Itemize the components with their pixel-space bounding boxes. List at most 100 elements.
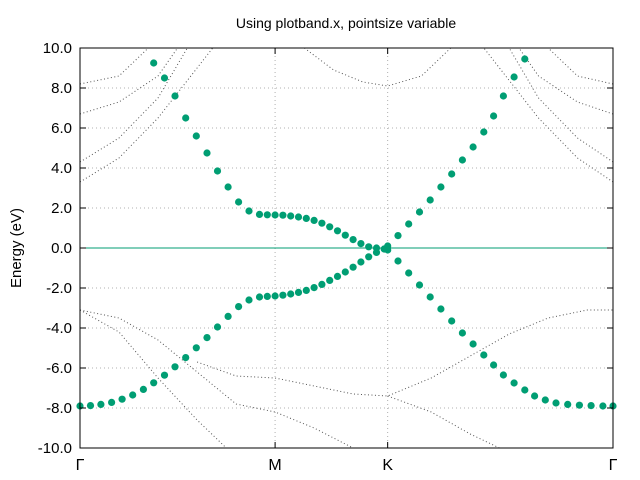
- band-point: [458, 156, 466, 164]
- band-point: [310, 284, 318, 292]
- band-point: [552, 399, 560, 407]
- band-point: [587, 402, 595, 410]
- band-point: [139, 385, 147, 393]
- band-point: [341, 231, 349, 239]
- band-point: [415, 281, 424, 289]
- background-band-line: [79, 47, 214, 183]
- band-point: [86, 402, 95, 410]
- band-point: [499, 371, 507, 379]
- band-point: [510, 73, 518, 81]
- band-point: [203, 334, 211, 342]
- band-point: [490, 361, 498, 369]
- band-point: [469, 143, 477, 151]
- band-point: [405, 269, 413, 277]
- band-point: [480, 128, 488, 136]
- band-point: [357, 258, 365, 266]
- background-band-line: [483, 47, 614, 183]
- x-tick-label: Γ: [609, 457, 618, 474]
- band-point: [302, 286, 310, 294]
- band-point: [255, 293, 264, 301]
- band-point: [171, 363, 179, 371]
- band-point: [160, 74, 169, 82]
- band-point: [235, 198, 243, 206]
- y-tick-label: 10.0: [43, 40, 72, 57]
- x-tick-label: M: [268, 457, 281, 474]
- band-point: [458, 329, 466, 337]
- band-point: [287, 290, 295, 298]
- band-point: [302, 214, 310, 222]
- band-point: [326, 223, 334, 231]
- band-point: [521, 55, 529, 63]
- background-band-line: [79, 47, 149, 85]
- background-bands: [79, 47, 614, 449]
- band-point: [271, 211, 279, 219]
- y-tick-label: 2.0: [51, 200, 72, 217]
- highlighted-band-points: [76, 55, 617, 410]
- y-axis-ticks: 10.0 8.0 6.0 4.0 2.0 0.0 -2.0 -4.0 -6.0 -8.0 -10.0: [38, 40, 613, 457]
- band-point: [310, 216, 318, 224]
- background-band-line: [79, 309, 354, 449]
- band-point: [235, 303, 243, 311]
- band-point: [263, 211, 271, 219]
- band-point: [394, 232, 402, 240]
- band-point: [129, 391, 137, 399]
- band-point: [279, 291, 287, 299]
- y-tick-label: -10.0: [38, 440, 72, 457]
- band-point: [255, 210, 264, 218]
- band-point: [480, 351, 488, 359]
- x-tick-label: K: [382, 457, 393, 474]
- band-point: [564, 400, 572, 408]
- band-point: [437, 305, 445, 313]
- band-point: [150, 59, 158, 67]
- band-point: [326, 276, 334, 284]
- band-point: [287, 212, 295, 220]
- background-band-line: [196, 309, 613, 397]
- y-tick-label: -8.0: [46, 400, 72, 417]
- y-tick-label: -2.0: [46, 280, 72, 297]
- band-point: [510, 379, 518, 387]
- background-band-line: [304, 47, 452, 87]
- band-point: [263, 292, 271, 300]
- band-point: [415, 208, 424, 216]
- band-point: [448, 170, 456, 178]
- band-point: [245, 207, 253, 215]
- band-point: [213, 323, 222, 331]
- band-point: [499, 92, 507, 100]
- band-point: [160, 371, 169, 379]
- band-point: [365, 243, 373, 251]
- band-point: [224, 183, 232, 191]
- y-tick-label: 4.0: [51, 160, 72, 177]
- band-point: [426, 196, 434, 204]
- background-band-line: [79, 47, 188, 163]
- band-point: [108, 398, 116, 406]
- band-point: [349, 236, 357, 244]
- band-point: [357, 240, 365, 248]
- band-point: [333, 272, 342, 280]
- y-tick-label: 6.0: [51, 120, 72, 137]
- band-point: [279, 211, 287, 219]
- chart-title: Using plotband.x, pointsize variable: [236, 15, 456, 31]
- band-point: [97, 400, 105, 408]
- band-point: [245, 296, 253, 304]
- background-band-line: [79, 309, 227, 449]
- band-point: [426, 293, 434, 301]
- y-tick-label: -6.0: [46, 360, 72, 377]
- band-point: [224, 312, 232, 320]
- y-axis-label: Energy (eV): [8, 208, 25, 288]
- band-point: [469, 340, 477, 348]
- band-point: [541, 396, 549, 404]
- band-point: [271, 292, 279, 300]
- band-point: [372, 244, 381, 252]
- band-point: [349, 263, 357, 271]
- band-point: [448, 317, 456, 325]
- band-point: [531, 392, 539, 400]
- band-point: [118, 395, 126, 403]
- band-point: [150, 379, 158, 387]
- band-point: [341, 268, 349, 276]
- band-point: [405, 220, 413, 228]
- x-tick-label: Γ: [76, 457, 85, 474]
- band-point: [182, 354, 190, 362]
- band-point: [333, 227, 342, 235]
